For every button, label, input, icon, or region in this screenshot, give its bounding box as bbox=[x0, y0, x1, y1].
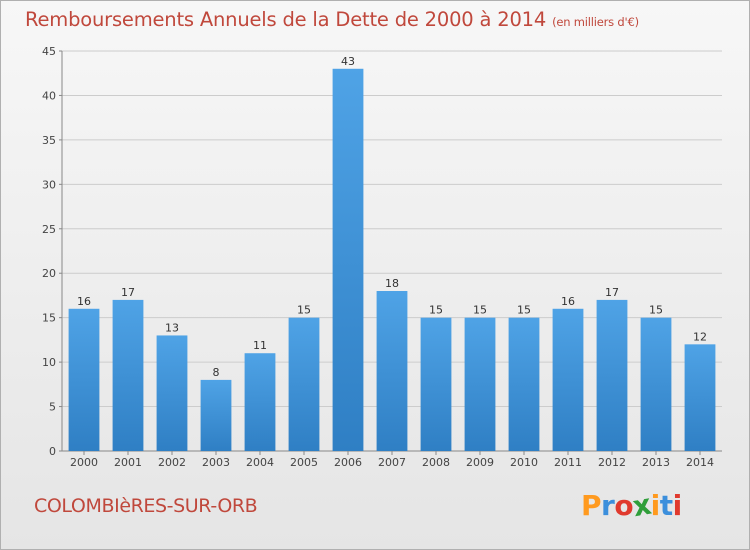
data-label: 17 bbox=[605, 286, 619, 299]
logo-letter: r bbox=[601, 489, 615, 522]
bar bbox=[156, 335, 188, 451]
x-tick-label: 2005 bbox=[290, 456, 318, 469]
data-label: 15 bbox=[649, 304, 663, 317]
proxiti-logo: Proxiti bbox=[581, 488, 683, 524]
bar bbox=[112, 299, 144, 451]
y-tick-label: 15 bbox=[42, 312, 56, 325]
data-label: 16 bbox=[561, 295, 575, 308]
x-tick-label: 2004 bbox=[246, 456, 274, 469]
y-tick-label: 30 bbox=[42, 178, 56, 191]
x-tick-label: 2011 bbox=[554, 456, 582, 469]
y-tick-label: 35 bbox=[42, 134, 56, 147]
bar bbox=[376, 291, 408, 451]
bar bbox=[596, 299, 628, 451]
y-tick-label: 40 bbox=[42, 89, 56, 102]
logo-letter: o bbox=[614, 489, 634, 522]
logo-letter: i bbox=[672, 489, 683, 522]
x-tick-label: 2012 bbox=[598, 456, 626, 469]
bar bbox=[244, 353, 276, 451]
bar bbox=[508, 317, 540, 451]
y-tick-label: 5 bbox=[49, 401, 56, 414]
data-label: 43 bbox=[341, 55, 355, 68]
title-unit: (en milliers d'€) bbox=[552, 15, 639, 29]
y-tick-label: 10 bbox=[42, 356, 56, 369]
data-label: 11 bbox=[253, 339, 267, 352]
x-tick-label: 2002 bbox=[158, 456, 186, 469]
x-tick-label: 2014 bbox=[686, 456, 714, 469]
y-tick-label: 20 bbox=[42, 267, 56, 280]
data-label: 13 bbox=[165, 321, 179, 334]
commune-name: COLOMBIèRES-SUR-ORB bbox=[34, 495, 258, 517]
bar bbox=[332, 68, 364, 452]
y-tick-label: 0 bbox=[49, 445, 56, 458]
chart-title: Remboursements Annuels de la Dette de 20… bbox=[25, 8, 639, 31]
data-label: 15 bbox=[517, 304, 531, 317]
bar bbox=[288, 317, 320, 451]
y-tick-label: 45 bbox=[42, 45, 56, 58]
data-label: 8 bbox=[213, 366, 220, 379]
data-label: 17 bbox=[121, 286, 135, 299]
x-tick-label: 2009 bbox=[466, 456, 494, 469]
x-tick-label: 2000 bbox=[70, 456, 98, 469]
data-label: 15 bbox=[429, 304, 443, 317]
bar bbox=[420, 317, 452, 451]
x-tick-label: 2006 bbox=[334, 456, 362, 469]
title-text: Remboursements Annuels de la Dette de 20… bbox=[25, 8, 547, 31]
bar bbox=[552, 308, 584, 451]
logo-letter: t bbox=[659, 489, 673, 522]
bar bbox=[464, 317, 496, 451]
data-label: 12 bbox=[693, 330, 707, 343]
x-tick-label: 2013 bbox=[642, 456, 670, 469]
bar bbox=[200, 379, 232, 451]
x-tick-label: 2001 bbox=[114, 456, 142, 469]
bar bbox=[68, 308, 100, 451]
data-label: 15 bbox=[297, 304, 311, 317]
logo-letter: i bbox=[650, 489, 661, 522]
data-label: 15 bbox=[473, 304, 487, 317]
x-tick-label: 2007 bbox=[378, 456, 406, 469]
bar bbox=[640, 317, 672, 451]
bar bbox=[684, 344, 716, 451]
x-tick-label: 2008 bbox=[422, 456, 450, 469]
data-label: 18 bbox=[385, 277, 399, 290]
logo-letter: P bbox=[581, 489, 602, 522]
x-tick-label: 2003 bbox=[202, 456, 230, 469]
data-label: 16 bbox=[77, 295, 91, 308]
x-tick-label: 2010 bbox=[510, 456, 538, 469]
y-tick-label: 25 bbox=[42, 223, 56, 236]
